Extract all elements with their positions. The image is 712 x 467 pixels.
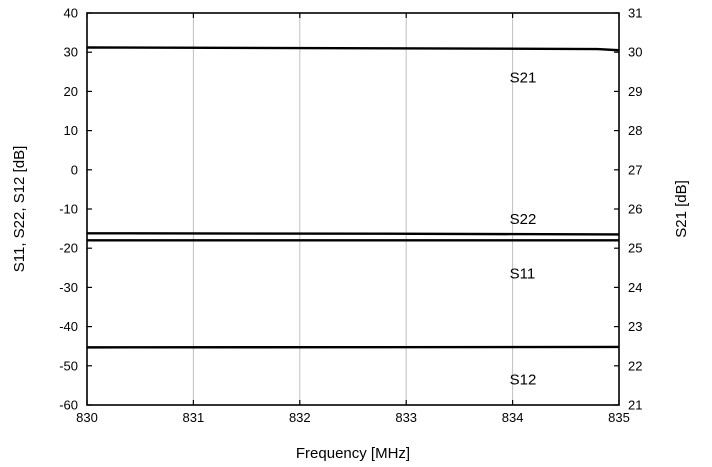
series-label-s21: S21 (510, 70, 537, 87)
y-left-tick-label: 20 (64, 84, 78, 99)
x-tick-label: 835 (608, 410, 630, 425)
grid (192, 13, 514, 405)
y-right-tick-label: 25 (628, 241, 642, 256)
series-lines (86, 46, 620, 349)
y-left-tick-label: -20 (59, 241, 78, 256)
series-line-s22 (86, 232, 620, 236)
y-right-tick-label: 28 (628, 123, 642, 138)
y-right-tick-label: 21 (628, 398, 642, 413)
y-left-tick-label: -10 (59, 202, 78, 217)
y-axis-label-left: S11, S22, S12 [dB] (11, 146, 28, 272)
series-label-s11: S11 (510, 266, 536, 283)
y-right-tick-label: 22 (628, 358, 642, 373)
series-line-s21 (86, 46, 620, 52)
x-axis-label: Frequency [MHz] (296, 445, 410, 462)
y-left-tick-label: 10 (64, 123, 78, 138)
y-left-tick-label: -40 (59, 319, 78, 334)
y-axis-label-right: S21 [dB] (673, 180, 690, 238)
x-tick-label: 830 (76, 410, 98, 425)
x-tick-label: 834 (502, 410, 524, 425)
y-left-tick-label: 0 (71, 162, 78, 177)
y-left-tick-label: 30 (64, 45, 78, 60)
y-right-tick-label: 23 (628, 319, 642, 334)
axis-ticks (86, 12, 620, 406)
tick-labels: 830 831 832 833 834 835 -60 -50 -40 -30 -20 -10 0 10 2… (59, 6, 642, 426)
series-label-s22: S22 (510, 211, 537, 228)
y-right-tick-label: 26 (628, 202, 642, 217)
series-labels: S21 S22 S11 S12 (510, 70, 537, 389)
series-label-s12: S12 (510, 372, 537, 389)
y-left-tick-label: -60 (59, 398, 78, 413)
y-left-tick-label: 40 (64, 6, 78, 21)
y-right-tick-label: 29 (628, 84, 642, 99)
y-right-tick-label: 30 (628, 45, 642, 60)
y-right-tick-label: 27 (628, 162, 642, 177)
x-tick-label: 831 (183, 410, 205, 425)
y-left-tick-label: -50 (59, 358, 78, 373)
y-left-tick-label: -30 (59, 280, 78, 295)
x-tick-label: 832 (289, 410, 311, 425)
x-tick-label: 833 (395, 410, 417, 425)
y-right-tick-label: 31 (628, 6, 642, 21)
y-right-tick-label: 24 (628, 280, 642, 295)
